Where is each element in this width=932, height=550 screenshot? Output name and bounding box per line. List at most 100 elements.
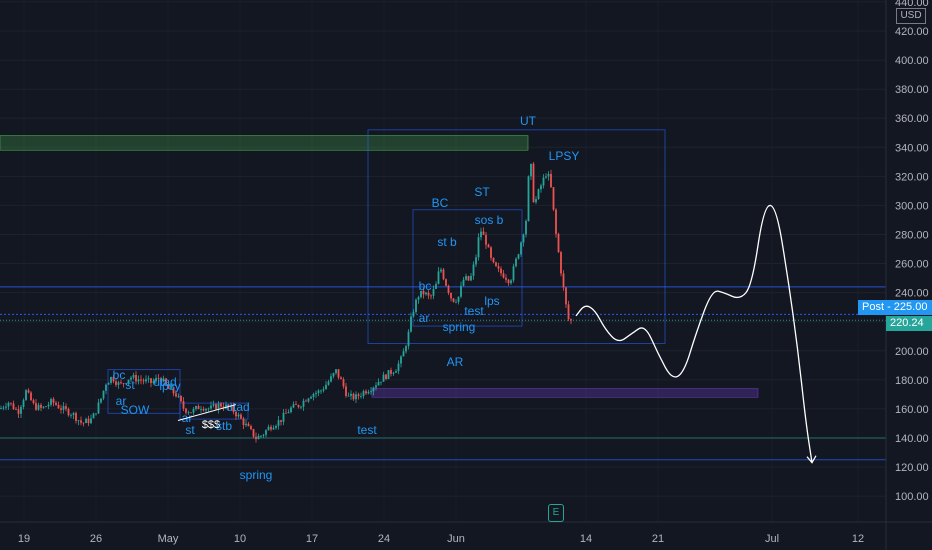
inner-range-box[interactable] xyxy=(412,209,523,327)
wyckoff-annotation[interactable]: lpsy xyxy=(159,379,180,393)
candle-body xyxy=(385,374,387,379)
candle-body xyxy=(190,412,192,414)
candle-body xyxy=(152,381,155,383)
wyckoff-annotation[interactable]: test xyxy=(357,423,377,437)
candle-body xyxy=(315,392,317,394)
candle-body xyxy=(195,406,197,409)
wyckoff-annotation[interactable]: sos b xyxy=(475,213,504,227)
wyckoff-annotation[interactable]: spring xyxy=(240,468,273,482)
candle-body xyxy=(107,382,110,385)
candle-body xyxy=(137,379,140,382)
y-tick-label: 320.00 xyxy=(895,171,929,183)
candle-body xyxy=(275,425,277,428)
y-tick-label: 180.00 xyxy=(895,375,929,387)
candle-body xyxy=(522,234,525,243)
trend-line[interactable] xyxy=(177,404,237,422)
candle-body xyxy=(32,400,35,404)
candle-body xyxy=(352,393,355,400)
candle-body xyxy=(55,402,57,405)
wyckoff-annotation[interactable]: bc xyxy=(419,279,432,293)
candle-body xyxy=(172,387,175,394)
earnings-icon[interactable]: E xyxy=(548,504,564,522)
candle-body xyxy=(85,418,87,424)
candle-body xyxy=(185,408,187,413)
wyckoff-annotation[interactable]: stb xyxy=(216,419,232,433)
support-zone[interactable] xyxy=(371,388,759,398)
candle-body xyxy=(222,406,225,409)
projection-arrowhead xyxy=(806,455,817,464)
candle-body xyxy=(272,427,275,430)
candle-body xyxy=(290,407,292,413)
candle-body xyxy=(255,436,257,440)
wyckoff-annotation[interactable]: UT xyxy=(520,114,537,128)
supply-zone[interactable] xyxy=(0,135,529,151)
candle-body xyxy=(280,420,282,422)
candle-body xyxy=(27,390,30,393)
wyckoff-annotation[interactable]: ST xyxy=(474,185,490,199)
wyckoff-annotation[interactable]: $$$ xyxy=(202,419,220,431)
wyckoff-annotation[interactable]: test xyxy=(464,304,484,318)
wyckoff-annotation[interactable]: ar xyxy=(116,394,127,408)
candle-body xyxy=(325,384,327,390)
candle-body xyxy=(482,231,485,235)
accumulation-range-1-box[interactable] xyxy=(107,369,181,414)
wyckoff-annotation[interactable]: st xyxy=(125,378,135,392)
candle-body xyxy=(97,402,100,414)
candle-body xyxy=(435,284,437,289)
candle-body xyxy=(247,423,250,427)
wyckoff-annotation[interactable]: st b xyxy=(437,235,457,249)
projection-path[interactable] xyxy=(575,204,813,463)
candle-body xyxy=(150,378,152,383)
candle-body xyxy=(35,403,37,410)
candle-body xyxy=(537,189,540,200)
candle-body xyxy=(115,381,117,385)
wyckoff-annotation[interactable]: bc xyxy=(113,368,126,382)
candle-body xyxy=(345,386,347,396)
candle-body xyxy=(57,404,60,409)
wyckoff-annotation[interactable]: st xyxy=(185,423,195,437)
wyckoff-annotation[interactable]: utad xyxy=(153,375,176,389)
candle-body xyxy=(65,406,67,409)
candle-body xyxy=(395,371,397,373)
candle-body xyxy=(40,404,42,408)
candle-body xyxy=(445,279,447,286)
wyckoff-annotation[interactable]: SOW xyxy=(121,403,150,417)
candle-body xyxy=(82,422,85,424)
wyckoff-annotation[interactable]: spring xyxy=(443,320,476,334)
candle-body xyxy=(320,390,322,392)
wyckoff-annotation[interactable]: ar xyxy=(419,311,430,325)
wyckoff-annotation[interactable]: utad xyxy=(226,400,249,414)
wyckoff-annotation[interactable]: LPSY xyxy=(549,149,580,163)
wyckoff-annotation[interactable]: BC xyxy=(432,196,449,210)
candle-body xyxy=(215,404,217,410)
candle-body xyxy=(225,404,227,409)
wyckoff-annotation[interactable]: AR xyxy=(447,355,464,369)
candle-body xyxy=(95,413,97,415)
currency-label: USD xyxy=(896,8,926,24)
candle-body xyxy=(162,378,165,382)
candle-body xyxy=(2,407,5,409)
candle-body xyxy=(452,298,455,302)
candle-body xyxy=(387,370,390,379)
distribution-range-box[interactable] xyxy=(367,129,666,344)
wyckoff-annotation[interactable]: lps xyxy=(484,294,499,308)
candle-body xyxy=(355,394,357,400)
candle-body xyxy=(102,390,105,399)
candle-body xyxy=(192,408,195,413)
candle-body xyxy=(525,220,527,235)
candle-body xyxy=(220,403,222,407)
candle-body xyxy=(555,209,557,234)
candle-body xyxy=(560,252,562,274)
candle-body xyxy=(475,257,477,265)
accumulation-range-2-box[interactable] xyxy=(179,402,249,420)
candle-body xyxy=(342,379,345,387)
post-price-tag: Post - 225.00 xyxy=(858,300,932,315)
candle-body xyxy=(502,273,505,278)
candle-body xyxy=(157,378,160,379)
candle-body xyxy=(135,374,137,382)
candle-body xyxy=(105,384,107,391)
candle-body xyxy=(425,292,427,295)
candle-body xyxy=(42,406,45,408)
